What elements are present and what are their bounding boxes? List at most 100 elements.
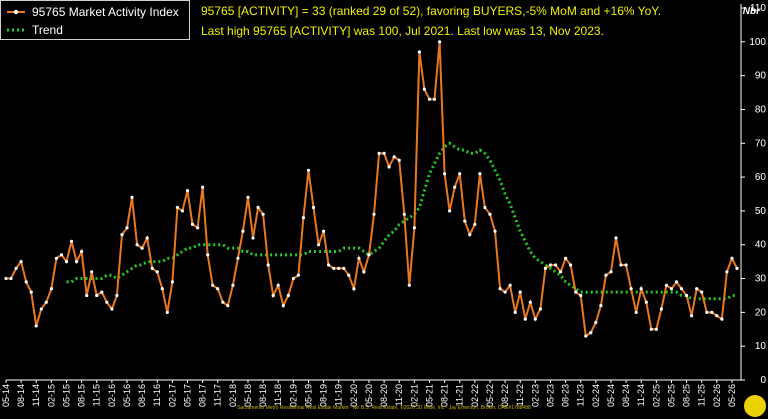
- data-point: [730, 256, 734, 260]
- y-tick-label: 80: [755, 104, 767, 115]
- x-tick-labels: 05-14 08-14 11-14 02-15 05-15 08-15 11-15 02-16…: [1, 380, 737, 407]
- data-point: [246, 195, 250, 199]
- x-tick-label: 11-23: [576, 384, 586, 406]
- data-point: [649, 327, 653, 331]
- data-point: [674, 280, 679, 284]
- y-tick-label: 110: [750, 3, 766, 14]
- data-point: [201, 185, 205, 189]
- x-tick-label: 02-20: [349, 384, 359, 407]
- x-tick-label: 08-25: [682, 384, 692, 407]
- x-tick-label: 11-17: [213, 384, 223, 406]
- y-tick-label: 40: [755, 240, 767, 251]
- data-point: [190, 222, 195, 226]
- data-point: [443, 172, 447, 176]
- data-point: [609, 270, 613, 274]
- x-tick-label: 08-24: [621, 384, 631, 407]
- x-tick-label: 08-14: [16, 384, 26, 407]
- y-tick-label: 70: [755, 138, 767, 149]
- x-tick-label: 05-23: [545, 384, 555, 407]
- x-tick-label: 08-20: [379, 384, 389, 407]
- x-tick-label: 02-22: [470, 384, 480, 407]
- y-tick-label: 30: [755, 274, 767, 285]
- x-tick-label: 05-18: [243, 384, 253, 407]
- footer-credit: Sacramento Metro Residential Real Estate…: [237, 405, 531, 411]
- x-tick-label: 08-15: [77, 384, 87, 407]
- data-point: [206, 253, 210, 257]
- x-tick-label: 11-19: [334, 384, 344, 406]
- data-point: [533, 317, 537, 321]
- data-point: [700, 290, 704, 294]
- data-point: [105, 300, 109, 304]
- data-point: [574, 290, 578, 294]
- data-point: [372, 212, 376, 216]
- data-point: [478, 172, 482, 176]
- data-point: [271, 293, 275, 298]
- headline-line-1: 95765 [ACTIVITY] = 33 (ranked 29 of 52),…: [201, 4, 662, 18]
- data-point: [29, 290, 33, 294]
- x-tick-label: 02-25: [651, 384, 661, 407]
- legend-trend-swatch-icon: [7, 28, 25, 32]
- data-point: [231, 283, 235, 287]
- x-tick-label: 02-15: [46, 384, 56, 407]
- x-tick-label: 11-20: [394, 384, 404, 406]
- x-tick-label: 05-14: [1, 384, 11, 407]
- data-point: [236, 256, 240, 260]
- x-tick-label: 05-25: [666, 384, 676, 407]
- data-point: [306, 168, 311, 172]
- y-tick-label: 20: [755, 307, 767, 318]
- data-point: [503, 290, 507, 294]
- data-point: [332, 266, 336, 270]
- data-point: [407, 283, 411, 287]
- data-point: [14, 266, 18, 270]
- data-point: [347, 273, 351, 277]
- data-point: [458, 172, 462, 176]
- data-point: [579, 293, 583, 298]
- data-point: [130, 195, 134, 199]
- data-point: [735, 266, 739, 270]
- x-tick-label: 05-21: [424, 384, 434, 407]
- data-point: [301, 216, 305, 220]
- y-axis-label: Nbr: [742, 6, 760, 17]
- legend-series-swatch-icon: [7, 9, 25, 15]
- x-tick-label: 11-21: [455, 384, 465, 406]
- data-point: [140, 246, 144, 250]
- x-tick-label: 08-21: [440, 384, 450, 407]
- x-tick-label: 05-20: [364, 384, 374, 407]
- data-point: [175, 205, 179, 210]
- data-point: [125, 226, 129, 230]
- data-point: [150, 266, 154, 270]
- data-point: [85, 293, 89, 298]
- data-point: [624, 263, 628, 267]
- x-tick-label: 11-18: [273, 384, 283, 406]
- data-point: [448, 209, 452, 213]
- data-point: [317, 243, 321, 247]
- data-point: [599, 304, 603, 308]
- data-point: [251, 236, 255, 240]
- data-point: [710, 310, 714, 314]
- data-point: [120, 233, 124, 237]
- data-point: [559, 270, 563, 274]
- x-tick-label: 05-19: [303, 384, 313, 407]
- data-point: [357, 256, 361, 260]
- data-point: [715, 314, 719, 318]
- data-point: [508, 283, 512, 287]
- data-point: [75, 260, 79, 264]
- x-tick-label: 05-16: [122, 384, 132, 407]
- data-point: [523, 317, 527, 321]
- data-point: [241, 229, 245, 233]
- data-point: [589, 331, 593, 335]
- data-point: [629, 287, 633, 291]
- x-tick-label: 11-14: [31, 384, 41, 406]
- data-point: [69, 239, 74, 243]
- data-point: [518, 290, 522, 294]
- data-point: [639, 287, 643, 291]
- x-tick-label: 02-16: [107, 384, 117, 407]
- data-point: [720, 317, 724, 321]
- data-point: [690, 314, 694, 318]
- data-point: [377, 151, 381, 155]
- x-tick-label: 02-18: [228, 384, 238, 407]
- y-tick-label: 60: [755, 172, 767, 183]
- x-tick-label: 02-23: [530, 384, 540, 407]
